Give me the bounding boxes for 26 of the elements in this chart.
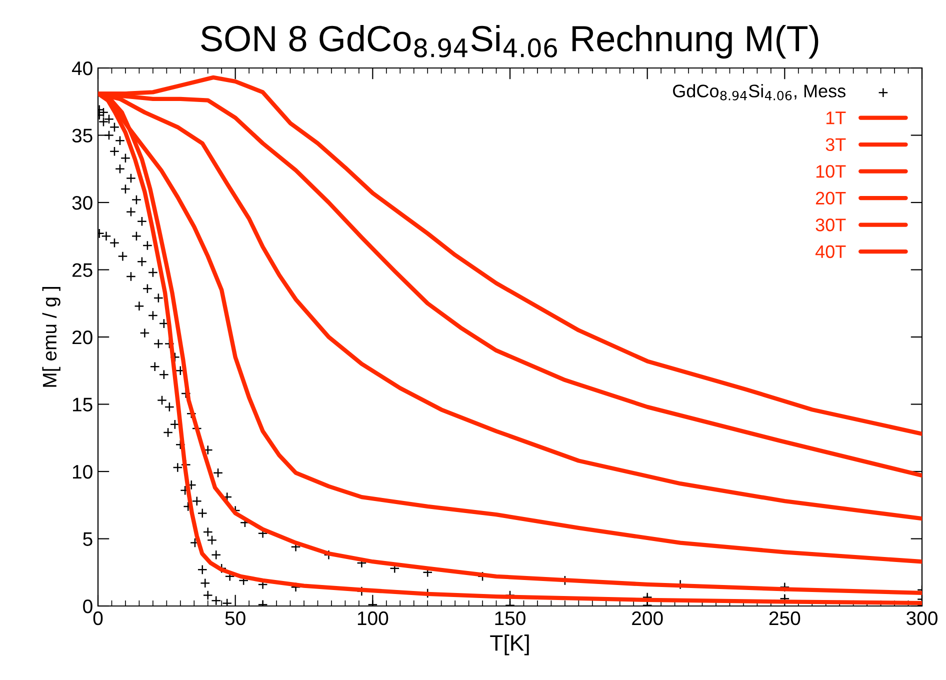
legend-label: 10T xyxy=(816,165,846,178)
legend-label: 3T xyxy=(826,138,846,152)
y-axis-title: M[ emu / g ] xyxy=(42,287,60,387)
y-tick-label: 15 xyxy=(72,398,92,412)
legend-label: 20T xyxy=(816,192,846,205)
y-tick-label: 20 xyxy=(72,330,92,344)
legend-label: 1T xyxy=(826,112,846,124)
y-tick-label: 40 xyxy=(72,61,92,76)
y-tick-label: 5 xyxy=(83,532,92,546)
y-tick-label: 0 xyxy=(83,599,92,614)
x-tick-label: 150 xyxy=(495,611,526,626)
x-tick-label: 100 xyxy=(358,611,388,626)
legend-label: GdCo$_{8.94}$Si$_{4.06}$, Mess xyxy=(673,84,846,100)
legend-label: 40T xyxy=(815,245,846,258)
chart-title: SON 8 GdCo$_{8.94}$Si$_{4.06}$ Rechnung M(T) xyxy=(201,24,818,59)
y-tick-label: 35 xyxy=(72,128,92,142)
y-tick-label: 10 xyxy=(72,464,92,479)
y-tick-label: 30 xyxy=(72,196,92,210)
y-tick-label: 25 xyxy=(72,263,92,277)
x-axis-title: T[K] xyxy=(490,634,529,656)
x-tick-label: 250 xyxy=(769,611,800,626)
legend-label: 30T xyxy=(816,218,846,232)
x-tick-label: 0 xyxy=(93,611,103,626)
x-tick-label: 200 xyxy=(632,611,663,626)
x-tick-label: 50 xyxy=(225,611,246,626)
x-tick-label: 300 xyxy=(906,611,938,626)
